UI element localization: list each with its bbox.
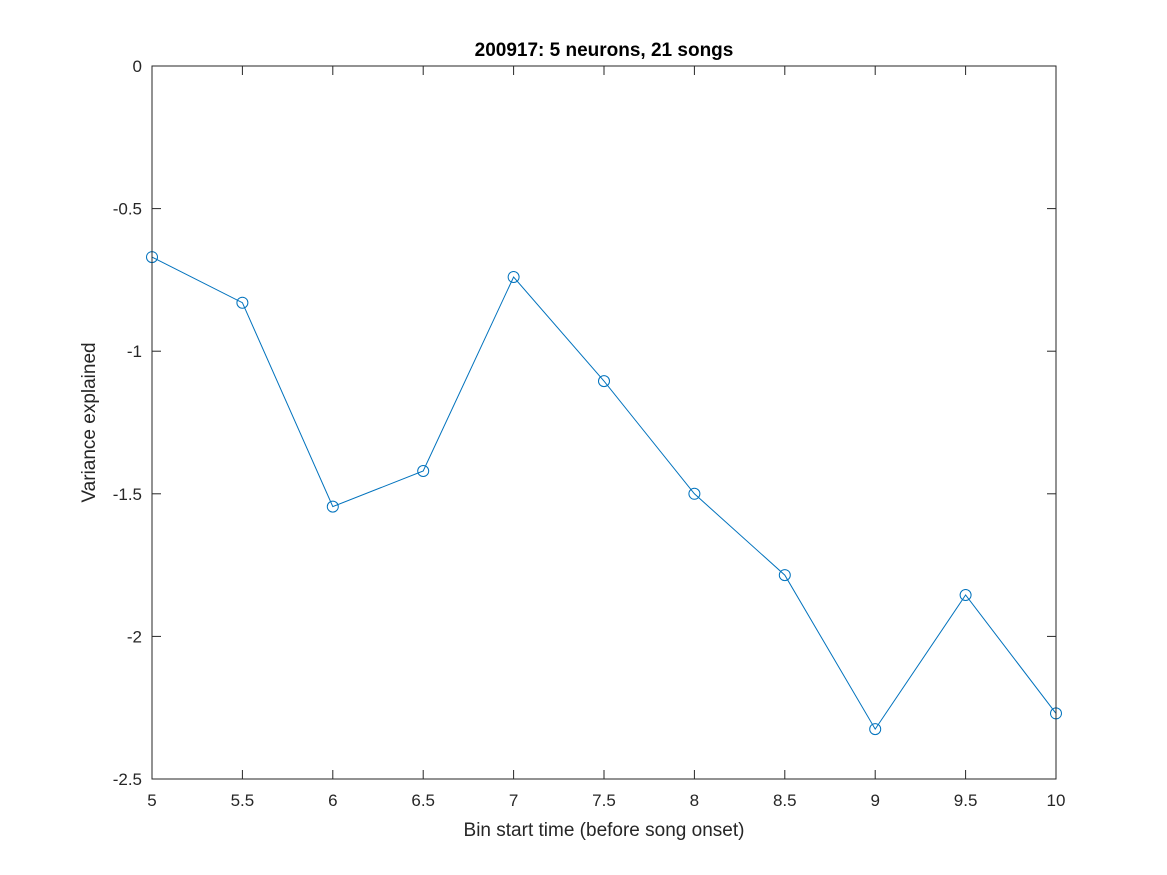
ticks-layer: 5 5.5 6 6.5 7 7.5 8 8.5 9 9.5 10 0 -0.5 -1 -1.5 -2 -2.5 (113, 57, 1066, 810)
x-tick-label: 6.5 (411, 791, 435, 810)
data-point (959, 589, 972, 602)
data-point (688, 487, 701, 500)
x-tick-label: 7 (509, 791, 518, 810)
series-layer (146, 251, 1062, 736)
data-point (869, 723, 882, 736)
y-tick-label: -1.5 (113, 485, 142, 504)
x-tick-label: 8 (690, 791, 699, 810)
y-tick-label: -2.5 (113, 770, 142, 789)
y-tick-label: -0.5 (113, 200, 142, 219)
plot-area (152, 66, 1056, 779)
data-point (507, 271, 520, 284)
x-tick-label: 9.5 (954, 791, 978, 810)
axes-box (151, 65, 1057, 780)
y-axis-label: Variance explained (79, 342, 100, 502)
y-tick-label: -2 (127, 627, 142, 646)
x-axis-label: Bin start time (before song onset) (464, 820, 745, 841)
x-tick-label: 7.5 (592, 791, 616, 810)
x-tick-label: 8.5 (773, 791, 797, 810)
x-tick-label: 10 (1047, 791, 1066, 810)
y-tick-label: 0 (133, 57, 142, 76)
data-point (236, 296, 249, 309)
x-tick-label: 5 (147, 791, 156, 810)
chart-title: 200917: 5 neurons, 21 songs (475, 40, 734, 61)
data-point (598, 375, 610, 388)
data-point (417, 464, 430, 477)
x-tick-label: 5.5 (231, 791, 255, 810)
x-tick-label: 9 (870, 791, 879, 810)
y-tick-label: -1 (127, 342, 142, 361)
data-point (778, 569, 791, 582)
series-line (151, 256, 1057, 731)
x-tick-label: 6 (328, 791, 337, 810)
data-point (326, 500, 339, 513)
